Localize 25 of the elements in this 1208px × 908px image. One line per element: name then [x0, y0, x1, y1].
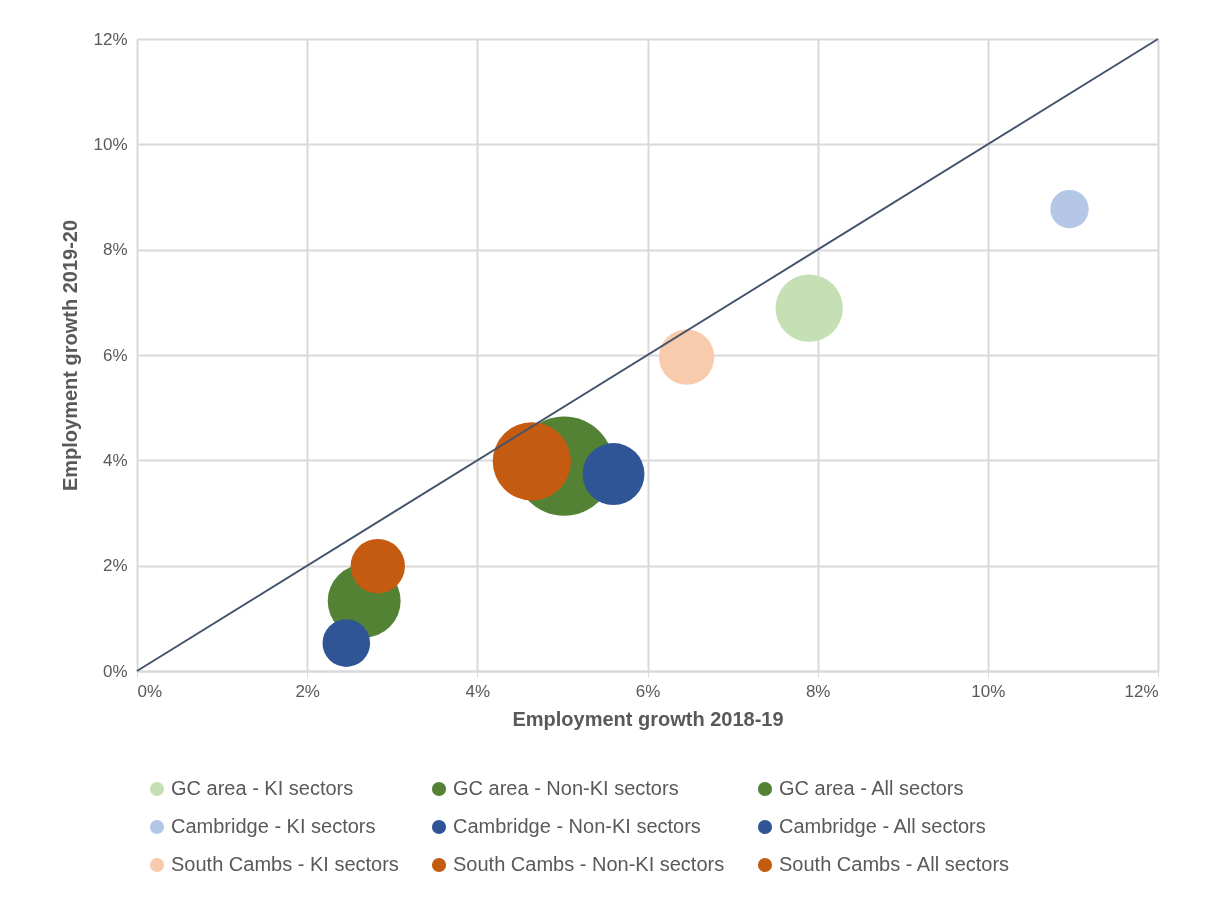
- x-axis-title: Employment growth 2018-19: [512, 707, 784, 730]
- legend-label: Cambridge - All sectors: [779, 815, 986, 837]
- legend-label: GC area - All sectors: [779, 777, 964, 799]
- legend-label: Cambridge - Non-KI sectors: [453, 815, 701, 837]
- y-tick-label: 2%: [102, 556, 128, 576]
- legend-label: GC area - KI sectors: [171, 777, 354, 799]
- y-tick-label: 8%: [102, 240, 128, 260]
- x-tick-label: 4%: [465, 681, 491, 701]
- x-tick-label: 12%: [1124, 681, 1159, 701]
- x-tick-label: 0%: [137, 681, 163, 701]
- legend-label: Cambridge - KI sectors: [171, 815, 376, 837]
- legend-label: GC area - Non-KI sectors: [453, 777, 679, 799]
- x-tick-label: 10%: [971, 681, 1006, 701]
- y-tick-label: 10%: [93, 134, 128, 154]
- legend-label: South Cambs - All sectors: [779, 853, 1010, 875]
- x-tick-label: 6%: [635, 681, 661, 701]
- x-tick-label: 2%: [295, 681, 320, 701]
- y-tick-label: 4%: [102, 450, 128, 470]
- x-tick-label: 8%: [805, 681, 831, 701]
- y-tick-label: 0%: [102, 661, 128, 681]
- y-tick-label: 12%: [93, 29, 128, 49]
- legend-label: South Cambs - Non-KI sectors: [453, 853, 725, 875]
- y-tick-label: 6%: [102, 345, 128, 365]
- y-axis-title: Employment growth 2019-20: [59, 219, 82, 492]
- legend-label: South Cambs - KI sectors: [171, 853, 399, 875]
